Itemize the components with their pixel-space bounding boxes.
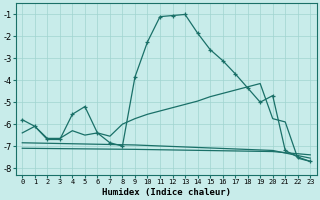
X-axis label: Humidex (Indice chaleur): Humidex (Indice chaleur) [102,188,231,197]
